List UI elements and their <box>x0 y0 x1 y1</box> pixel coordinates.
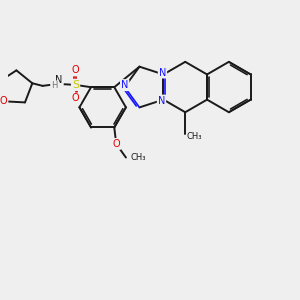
Text: H: H <box>51 81 57 90</box>
Text: O: O <box>0 96 7 106</box>
Text: N: N <box>159 68 166 77</box>
Text: CH₃: CH₃ <box>186 132 202 141</box>
Text: O: O <box>72 65 80 75</box>
Text: S: S <box>72 80 79 90</box>
Text: N: N <box>56 75 63 85</box>
Text: N: N <box>121 80 128 90</box>
Text: CH₃: CH₃ <box>131 153 146 162</box>
Text: N: N <box>158 96 165 106</box>
Text: O: O <box>72 93 80 103</box>
Text: O: O <box>112 139 120 149</box>
